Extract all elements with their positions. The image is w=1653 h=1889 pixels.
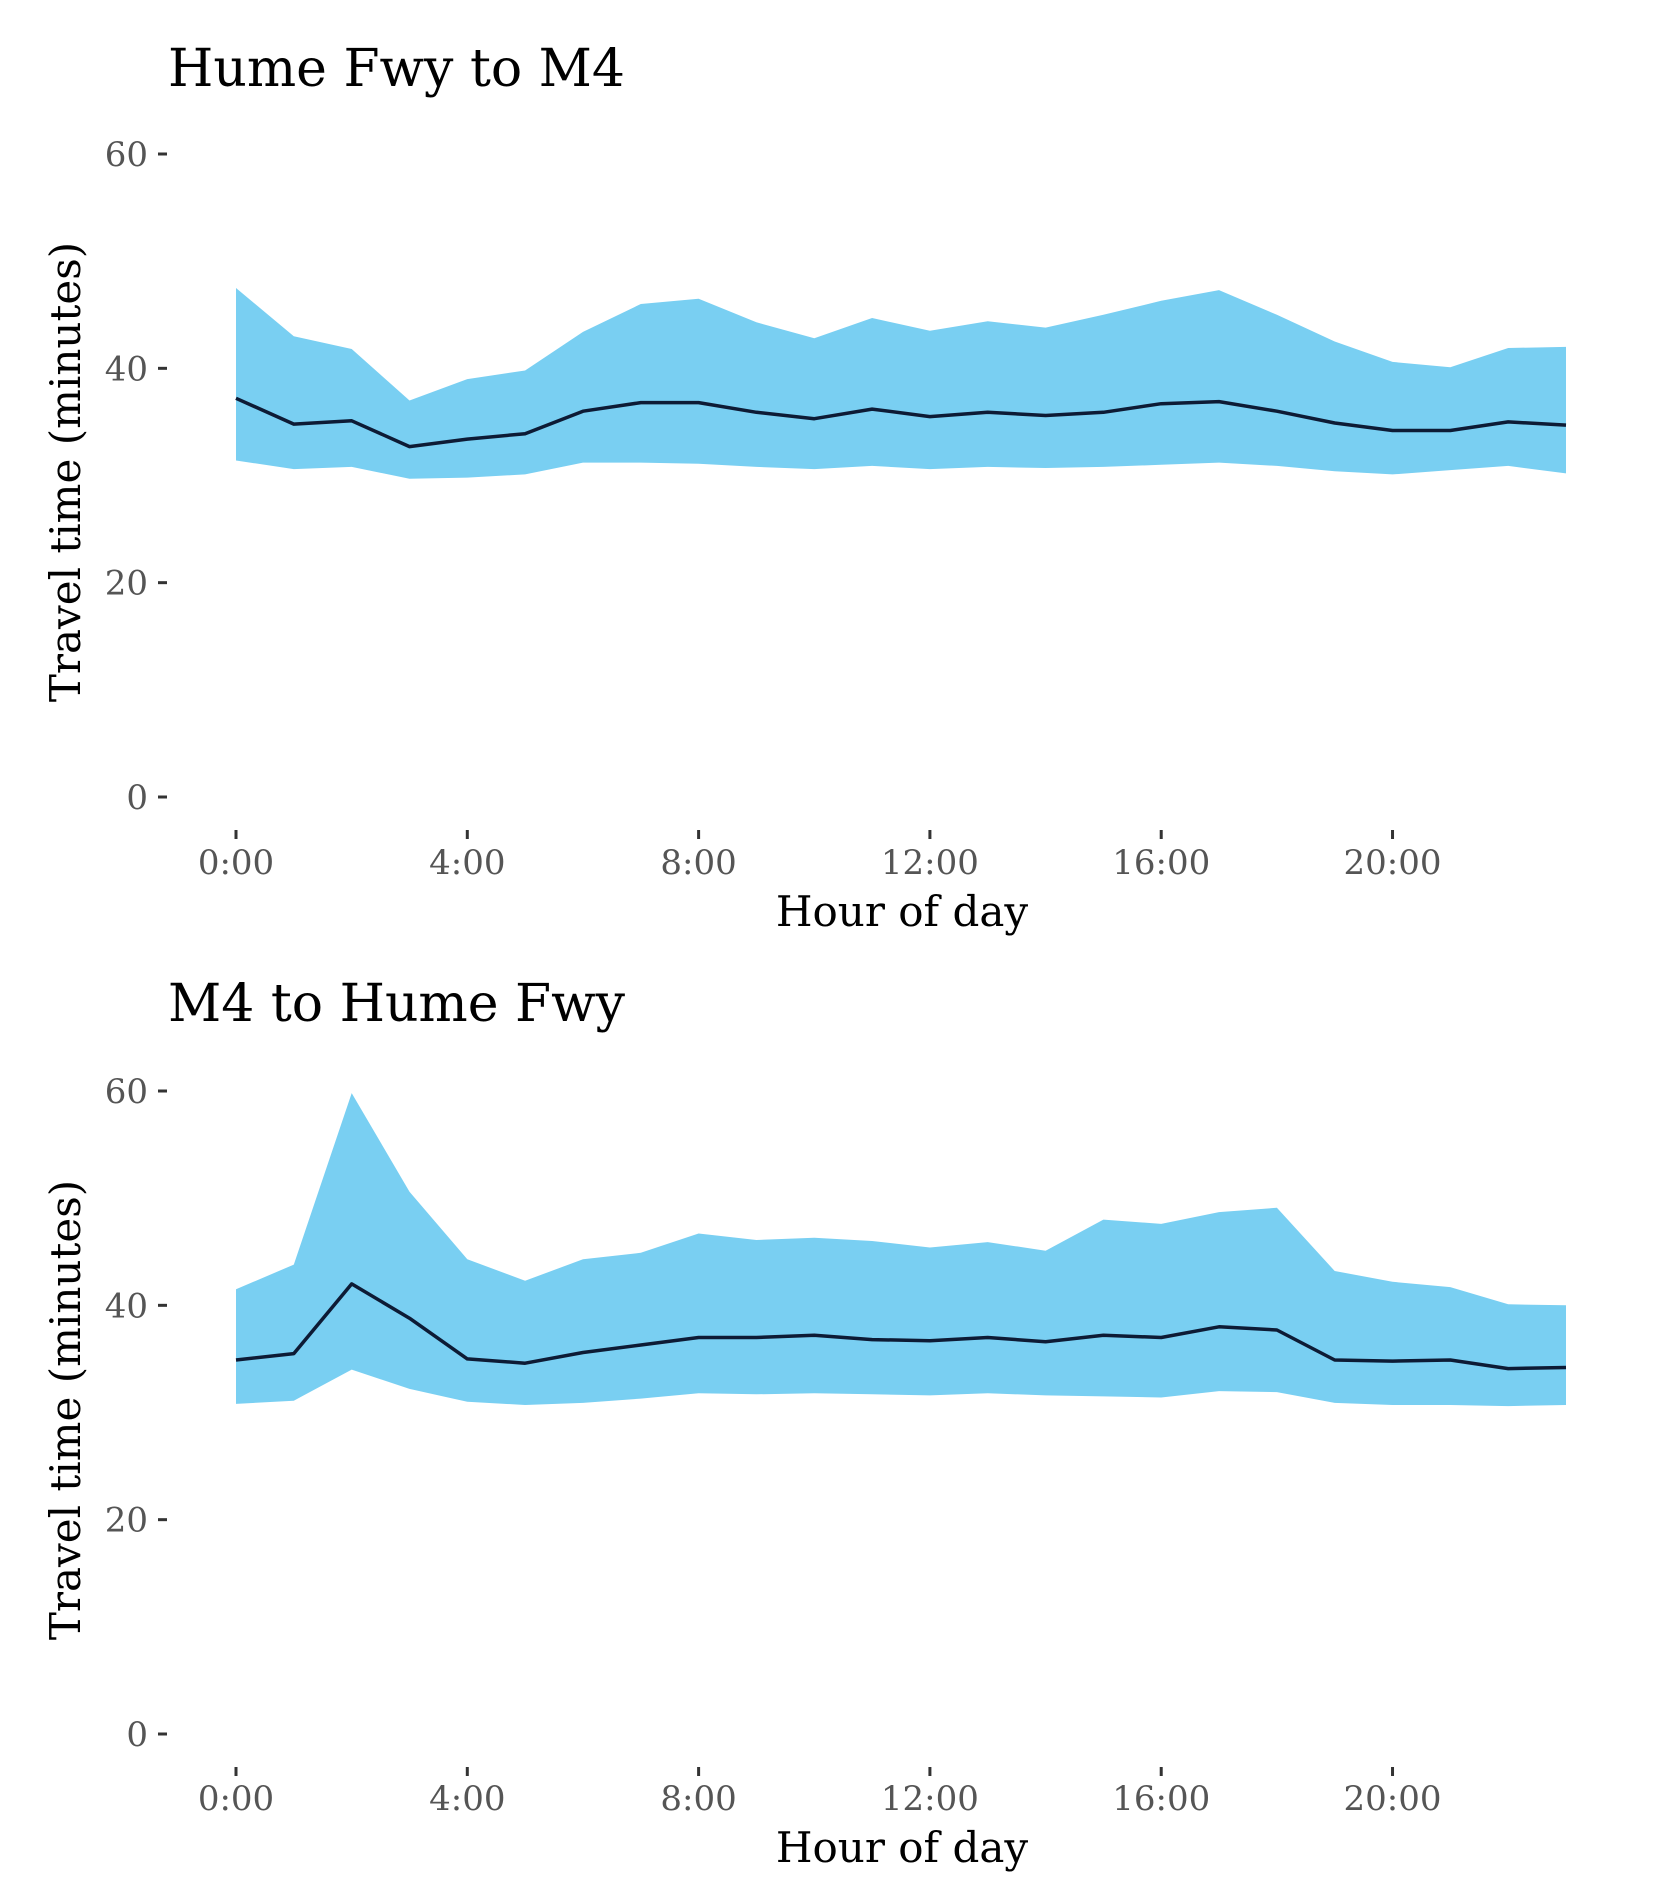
y-tick-label: 0 bbox=[126, 1715, 148, 1755]
x-tick-label: 8:00 bbox=[660, 1779, 736, 1819]
y-tick-label: 40 bbox=[105, 1286, 148, 1326]
median-line bbox=[235, 1282, 1567, 1371]
chart-title: M4 to Hume Fwy bbox=[168, 974, 626, 1034]
y-tick-label: 0 bbox=[126, 778, 148, 818]
y-axis-title: Travel time (minutes) bbox=[41, 1180, 90, 1640]
x-tick-label: 16:00 bbox=[1112, 1779, 1210, 1819]
x-axis-title: Hour of day bbox=[776, 1823, 1028, 1872]
y-tick-label: 60 bbox=[105, 1072, 148, 1112]
chart-title: Hume Fwy to M4 bbox=[168, 39, 625, 99]
x-tick-label: 0:00 bbox=[198, 1779, 274, 1819]
x-tick-label: 0:00 bbox=[198, 843, 274, 883]
chart-panel-m4-to-hume: M4 to Hume Fwy 0 20 40 60 0:00 4:00 8:00 12:00… bbox=[41, 974, 1567, 1872]
y-axis: 0 20 40 60 bbox=[105, 135, 167, 818]
y-tick-label: 60 bbox=[105, 135, 148, 175]
x-axis-title: Hour of day bbox=[776, 887, 1028, 936]
x-tick-label: 4:00 bbox=[429, 843, 505, 883]
median-line bbox=[235, 396, 1567, 449]
x-tick-label: 16:00 bbox=[1112, 843, 1210, 883]
y-tick-label: 20 bbox=[105, 564, 148, 604]
x-tick-label: 20:00 bbox=[1344, 843, 1442, 883]
x-axis: 0:00 4:00 8:00 12:00 16:00 20:00 bbox=[198, 1767, 1442, 1819]
chart-panel-hume-to-m4: Hume Fwy to M4 0 20 40 60 0:00 4:00 8:00 12:00… bbox=[41, 39, 1567, 936]
y-axis-title: Travel time (minutes) bbox=[41, 242, 90, 702]
y-tick-label: 20 bbox=[105, 1501, 148, 1541]
x-tick-label: 20:00 bbox=[1344, 1779, 1442, 1819]
y-axis: 0 20 40 60 bbox=[105, 1072, 167, 1755]
x-tick-label: 4:00 bbox=[429, 1779, 505, 1819]
x-axis: 0:00 4:00 8:00 12:00 16:00 20:00 bbox=[198, 830, 1442, 883]
x-tick-label: 12:00 bbox=[881, 1779, 979, 1819]
x-tick-label: 8:00 bbox=[660, 843, 736, 883]
y-tick-label: 40 bbox=[105, 349, 148, 389]
range-band bbox=[236, 288, 1566, 479]
x-tick-label: 12:00 bbox=[881, 843, 979, 883]
